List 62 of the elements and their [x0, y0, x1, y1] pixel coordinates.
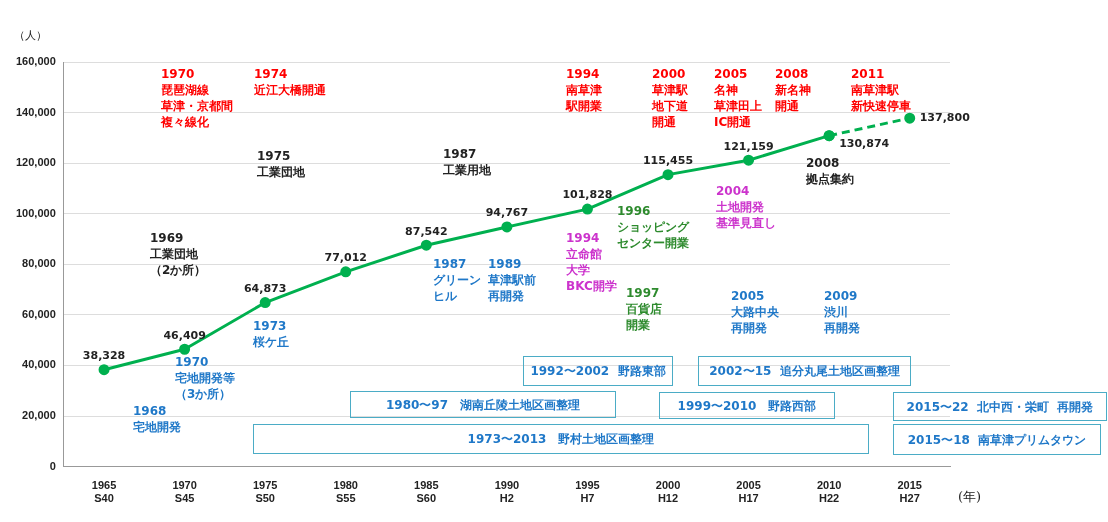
x-tick-label: 2010 H22: [816, 479, 842, 505]
annotation: 1999〜2010 野路西部: [659, 392, 835, 419]
x-tick-label: 1985 S60: [414, 479, 439, 505]
data-label: 77,012: [324, 251, 367, 265]
data-label: 121,159: [723, 139, 774, 153]
annotation: 1987 工業用地: [443, 146, 491, 178]
x-axis-title: (年): [958, 488, 982, 506]
y-tick-label: 100,000: [16, 206, 56, 219]
y-tick-label: 0: [49, 459, 56, 472]
annotation: 1970 琵琶湖線草津・京都間複々線化: [161, 66, 233, 130]
data-label: 46,409: [163, 328, 206, 342]
annotation: 1973 桜ケ丘: [253, 318, 289, 350]
y-tick-label: 60,000: [22, 307, 56, 320]
annotation: 1980〜97 湖南丘陵土地区画整理: [350, 391, 616, 418]
annotation: 1996 ショッピングセンター開業: [617, 203, 689, 251]
annotation: 1974 近江大橋開通: [254, 66, 326, 98]
annotation: 1975 工業団地: [257, 148, 305, 180]
x-tick-label: 1980 S55: [333, 479, 358, 505]
x-tick-label: 1975 S50: [252, 479, 278, 505]
x-tick-label: 1970 S45: [172, 479, 197, 505]
data-label: 87,542: [405, 224, 448, 238]
y-tick-label: 120,000: [16, 156, 56, 169]
annotation: 2004 土地開発基準見直し: [716, 183, 776, 231]
annotation: 1992〜2002 野路東部: [523, 356, 673, 386]
annotation: 2008 拠点集約: [806, 155, 854, 187]
annotation: 1987 グリーンヒル: [433, 256, 481, 304]
annotation: 2005 大路中央再開発: [731, 288, 779, 336]
annotation: 2009 渋川再開発: [824, 288, 860, 336]
x-tick-label: 1965 S40: [91, 479, 117, 505]
annotation: 2015〜18 南草津プリムタウン: [893, 424, 1101, 455]
annotation: 1994 南草津駅開業: [566, 66, 602, 114]
data-label: 130,874: [839, 136, 890, 150]
annotation: 2005 名神草津田上IC開通: [714, 66, 762, 130]
x-tick-label: 2005 H17: [736, 479, 761, 505]
annotation: 2008 新名神開通: [775, 66, 811, 114]
annotation: 1969 工業団地（2か所）: [150, 230, 207, 278]
data-label: 64,873: [243, 281, 287, 295]
y-tick-label: 40,000: [22, 358, 56, 371]
y-tick-label: 20,000: [22, 409, 56, 422]
y-tick-label: 140,000: [16, 105, 56, 118]
annotation: 2015〜22 北中西・栄町 再開発: [893, 392, 1107, 421]
annotation: 1997 百貨店開業: [626, 285, 662, 333]
data-label: 38,328: [82, 349, 126, 363]
data-label: 115,455: [642, 154, 694, 167]
data-label: 101,828: [562, 188, 613, 202]
x-tick-label: 1995 H7: [575, 479, 600, 505]
annotation: 2011 南草津駅新快速停車: [851, 66, 911, 114]
annotation: 2000 草津駅地下道開通: [652, 66, 688, 130]
data-label: 94,767: [485, 206, 529, 220]
annotation: 1989 草津駅前再開発: [488, 256, 536, 304]
x-tick-label: 2015 H27: [897, 479, 922, 505]
x-tick-label: 1990 H2: [494, 479, 520, 505]
annotation: 2002〜15 追分丸尾土地区画整理: [698, 356, 911, 386]
annotation: 1968 宅地開発: [133, 403, 181, 435]
y-axis-title: （人）: [14, 28, 47, 43]
data-label: 137,800: [919, 111, 971, 124]
annotation: 1970 宅地開発等（3か所）: [175, 354, 235, 402]
annotation: 1994 立命館大学BKC開学: [566, 230, 617, 294]
y-tick-label: 80,000: [22, 257, 56, 270]
x-tick-label: 2000 H12: [655, 479, 681, 505]
y-tick-label: 160,000: [16, 55, 56, 68]
annotation: 1973〜2013 野村土地区画整理: [253, 424, 869, 454]
